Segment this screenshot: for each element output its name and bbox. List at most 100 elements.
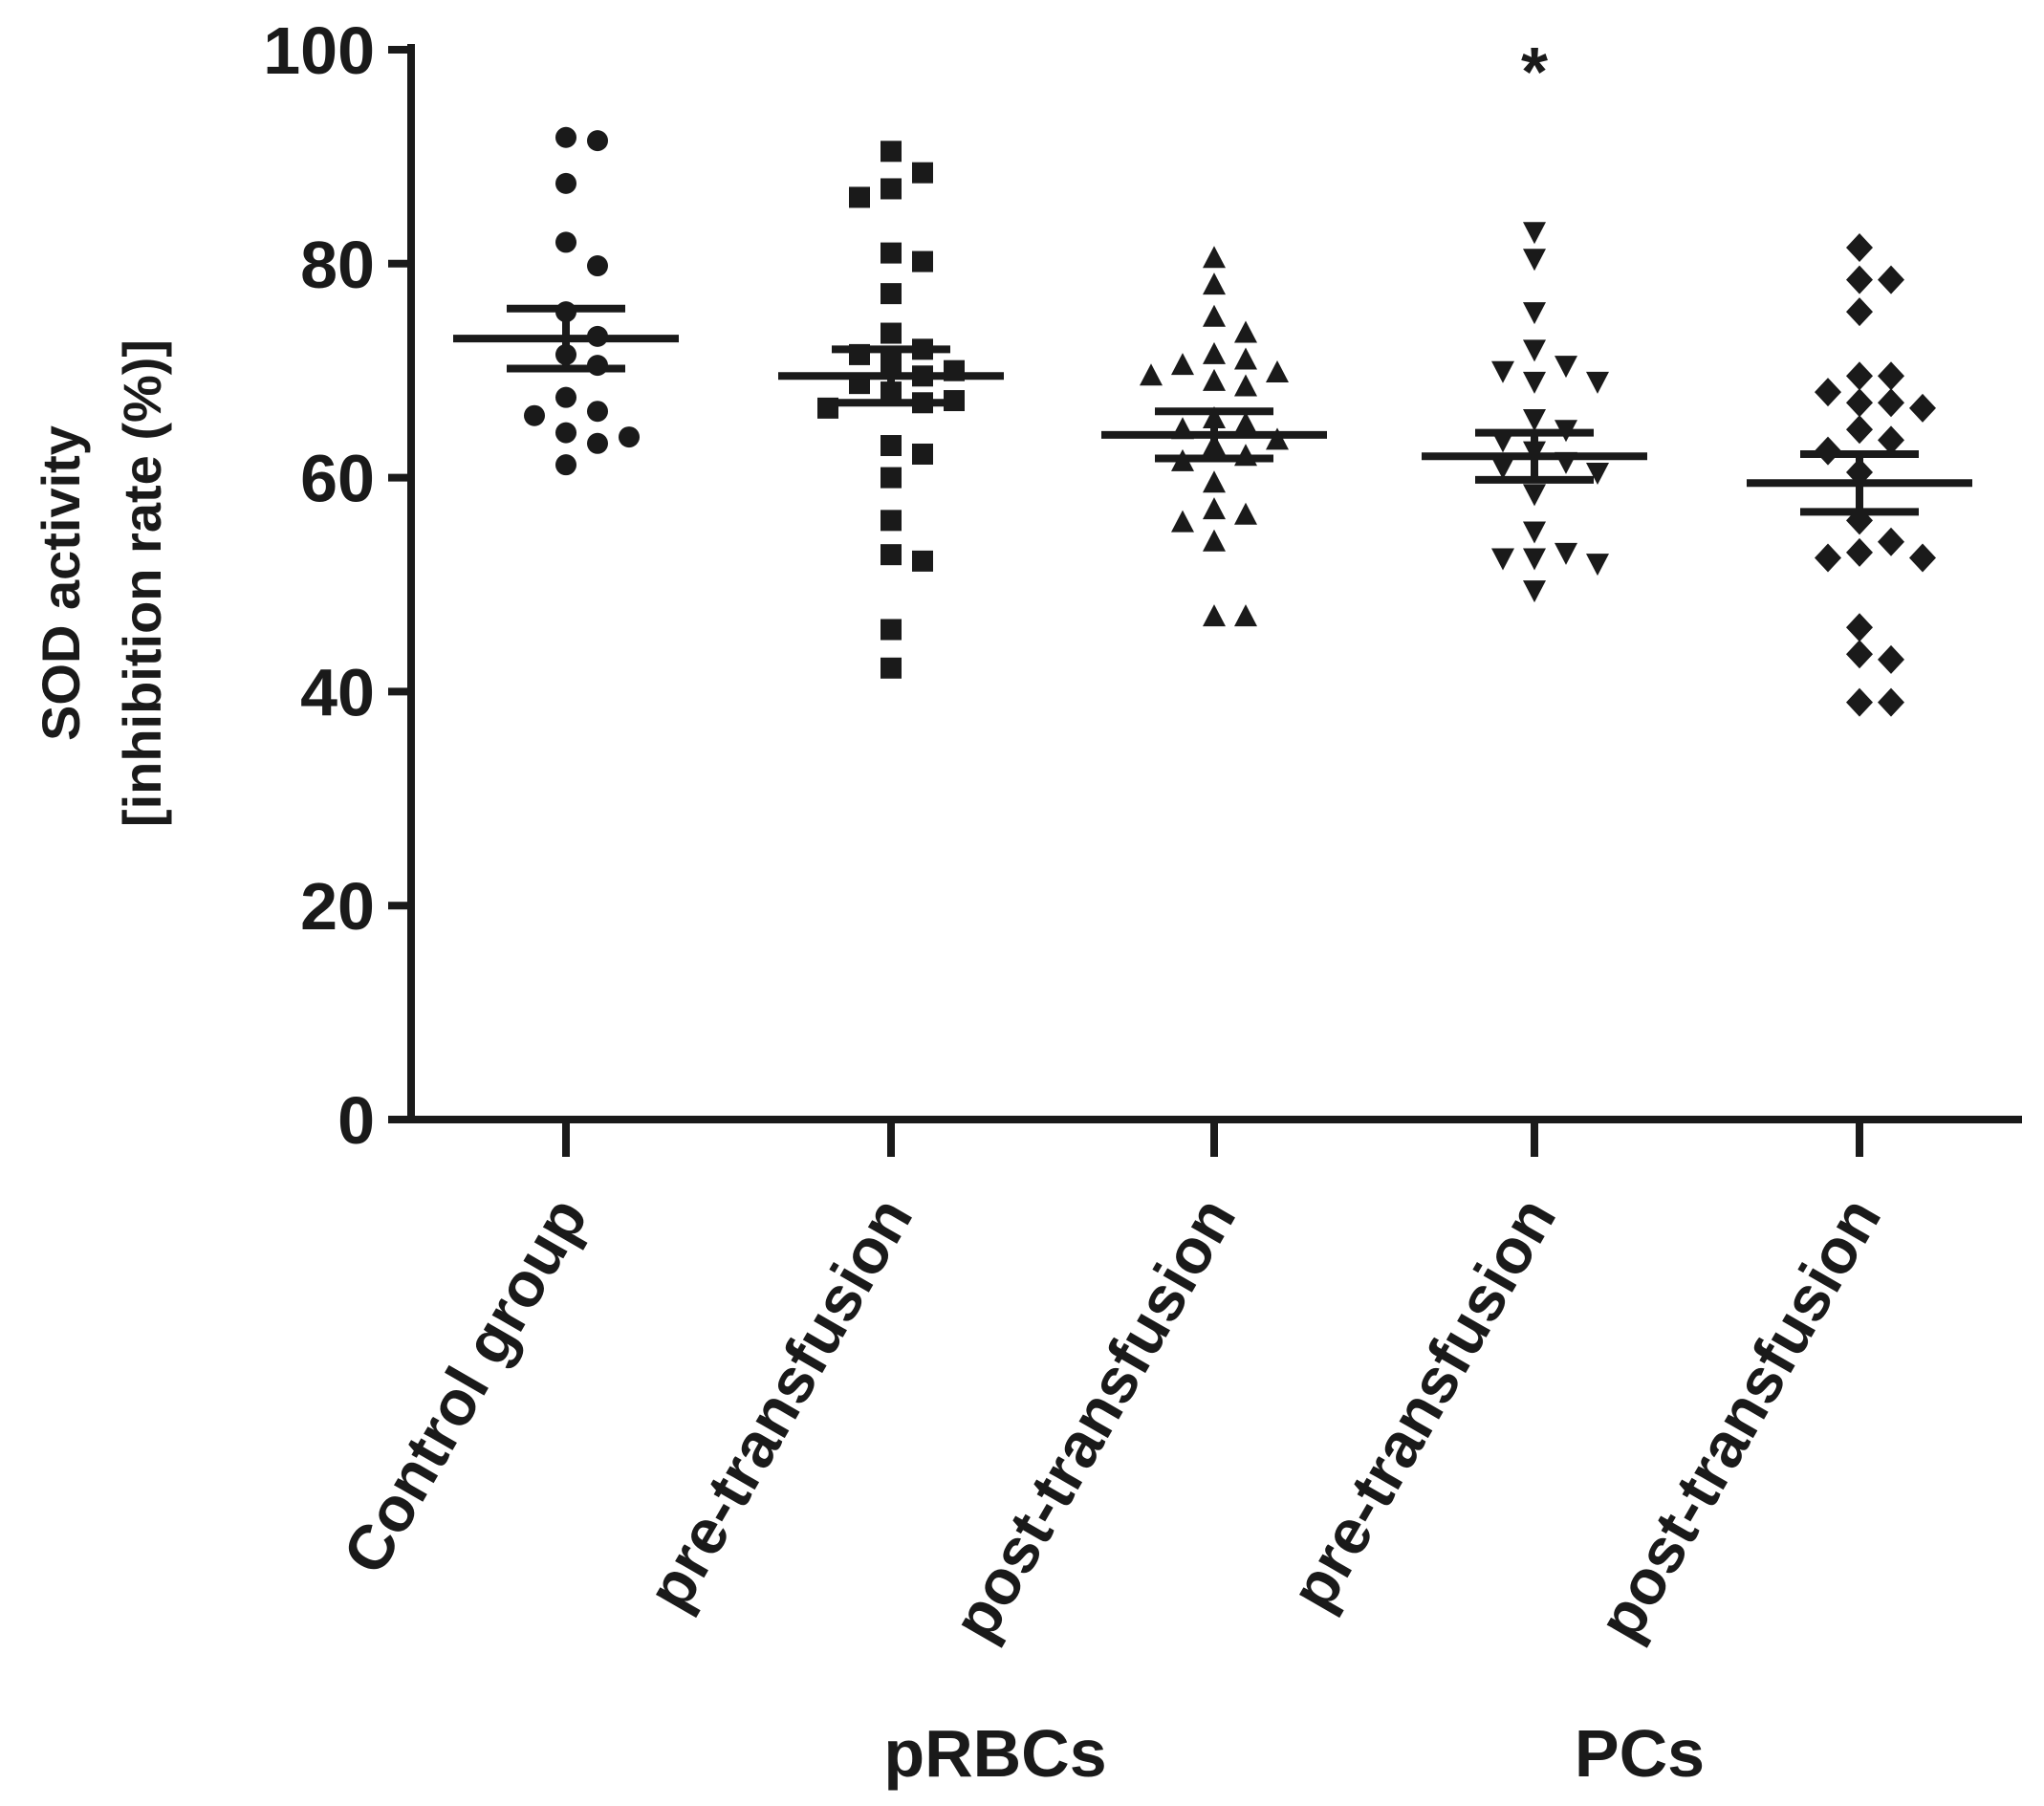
data-point-2-3 — [881, 178, 902, 200]
data-point-4-5 — [1555, 356, 1577, 379]
data-point-5-11 — [1846, 415, 1873, 445]
y-tick-label-40: 40 — [300, 655, 375, 729]
data-point-5-3 — [1878, 265, 1904, 294]
data-point-5-16 — [1878, 527, 1904, 556]
category-label-4: pre-transfusion — [1276, 1186, 1569, 1621]
y-tick-label-80: 80 — [300, 228, 375, 302]
data-point-2-5 — [881, 242, 902, 264]
data-point-5-21 — [1846, 640, 1873, 669]
x-ticks — [562, 1120, 1863, 1157]
data-point-1-4 — [555, 231, 576, 253]
data-point-2-2 — [912, 162, 933, 184]
category-labels: Control group pre-transfusion post-transfu… — [329, 1186, 1894, 1652]
data-point-5-8 — [1846, 388, 1873, 418]
category-label-3: post-transfusion — [939, 1186, 1249, 1652]
data-point-5-20 — [1846, 613, 1873, 642]
category-label-2: pre-transfusion — [633, 1186, 925, 1621]
data-point-4-16 — [1523, 484, 1546, 507]
data-point-5-4 — [1846, 297, 1873, 327]
data-point-1-11 — [587, 401, 608, 423]
data-point-5-1 — [1846, 233, 1873, 263]
category-label-1: Control group — [329, 1186, 600, 1585]
data-point-1-5 — [587, 255, 608, 277]
data-point-2-6 — [912, 250, 933, 272]
data-point-5-18 — [1815, 543, 1841, 573]
data-point-5-23 — [1846, 687, 1873, 717]
data-point-4-9 — [1523, 409, 1546, 432]
data-point-2-7 — [881, 283, 902, 305]
y-tick-label-60: 60 — [300, 442, 375, 516]
data-point-4-1 — [1523, 222, 1546, 245]
data-point-1-13 — [555, 422, 576, 444]
data-point-5-6 — [1878, 361, 1904, 391]
data-point-3-9 — [1140, 363, 1163, 386]
data-point-5-9 — [1878, 388, 1904, 418]
data-point-4-20 — [1491, 548, 1514, 571]
data-point-5-10 — [1909, 393, 1936, 423]
data-point-3-1 — [1203, 246, 1226, 269]
data-point-1-10 — [555, 386, 576, 408]
significance-marker: * — [1521, 34, 1548, 111]
data-point-3-24 — [1203, 604, 1226, 627]
data-point-1-1 — [555, 126, 576, 148]
data-points — [524, 126, 1936, 717]
data-point-3-22 — [1171, 510, 1194, 533]
data-point-5-19 — [1909, 543, 1936, 573]
data-point-5-5 — [1846, 361, 1873, 391]
data-point-4-17 — [1523, 521, 1546, 544]
data-point-3-3 — [1203, 304, 1226, 327]
data-point-3-11 — [1234, 374, 1257, 397]
data-point-4-3 — [1523, 302, 1546, 325]
data-point-3-25 — [1234, 604, 1257, 627]
data-point-3-21 — [1234, 502, 1257, 525]
data-point-3-6 — [1234, 347, 1257, 370]
category-label-5: post-transfusion — [1584, 1186, 1894, 1652]
data-point-3-23 — [1203, 529, 1226, 552]
data-point-3-5 — [1203, 341, 1226, 364]
data-point-4-18 — [1555, 542, 1577, 565]
group-labels: pRBCs PCs — [883, 1716, 1705, 1791]
data-point-2-24 — [912, 550, 933, 572]
data-point-2-21 — [881, 467, 902, 489]
group-label-pcs: PCs — [1575, 1716, 1705, 1791]
data-point-3-19 — [1203, 470, 1226, 493]
data-point-4-2 — [1523, 249, 1546, 272]
data-point-4-7 — [1523, 371, 1546, 394]
y-ticks: 0 20 40 60 80 100 — [263, 13, 411, 1158]
y-tick-label-100: 100 — [263, 13, 375, 88]
mean-sem-bars — [453, 304, 1972, 516]
data-point-1-16 — [555, 454, 576, 476]
data-point-4-8 — [1586, 371, 1609, 394]
data-point-2-8 — [881, 322, 902, 344]
y-tick-label-20: 20 — [300, 869, 375, 944]
data-point-4-4 — [1523, 339, 1546, 362]
data-point-3-10 — [1203, 368, 1226, 391]
data-point-2-19 — [881, 435, 902, 457]
data-point-4-14 — [1491, 457, 1514, 480]
group-label-prbcs: pRBCs — [883, 1716, 1106, 1791]
data-point-4-6 — [1491, 360, 1514, 383]
annotations: * — [1521, 34, 1548, 111]
data-point-2-23 — [881, 544, 902, 566]
data-point-4-21 — [1586, 554, 1609, 577]
data-point-3-2 — [1203, 272, 1226, 295]
data-point-3-7 — [1171, 353, 1194, 376]
data-point-3-4 — [1234, 320, 1257, 343]
y-axis-label-line-1: SOD activity — [31, 425, 91, 741]
data-point-5-17 — [1846, 537, 1873, 567]
data-point-5-7 — [1815, 378, 1841, 407]
data-point-5-12 — [1878, 425, 1904, 455]
data-point-3-13 — [1234, 411, 1257, 434]
data-point-4-22 — [1523, 580, 1546, 603]
y-axis-label-line-2: [inhibition rate (%)] — [112, 339, 172, 827]
plot-area: 0 20 40 60 80 100 * — [263, 13, 2022, 1158]
data-point-2-25 — [881, 619, 902, 641]
data-point-2-20 — [912, 443, 933, 465]
data-point-5-22 — [1878, 644, 1904, 674]
data-point-1-12 — [524, 404, 545, 426]
data-point-2-22 — [881, 510, 902, 532]
data-point-3-20 — [1203, 497, 1226, 520]
data-point-2-26 — [881, 657, 902, 679]
data-point-2-1 — [881, 141, 902, 163]
